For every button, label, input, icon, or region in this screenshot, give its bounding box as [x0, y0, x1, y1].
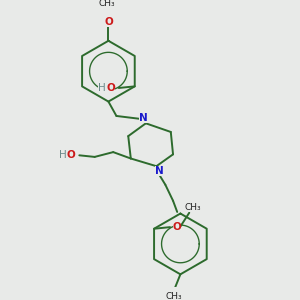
- Text: H: H: [98, 83, 106, 93]
- Text: H: H: [59, 150, 67, 160]
- Text: O: O: [67, 150, 76, 160]
- Text: CH₃: CH₃: [165, 292, 182, 300]
- Text: CH₃: CH₃: [98, 0, 115, 8]
- Text: O: O: [106, 83, 115, 93]
- Text: N: N: [155, 166, 164, 176]
- Text: O: O: [173, 222, 182, 232]
- Text: O: O: [104, 17, 113, 27]
- Text: N: N: [139, 113, 148, 123]
- Text: CH₃: CH₃: [184, 203, 201, 212]
